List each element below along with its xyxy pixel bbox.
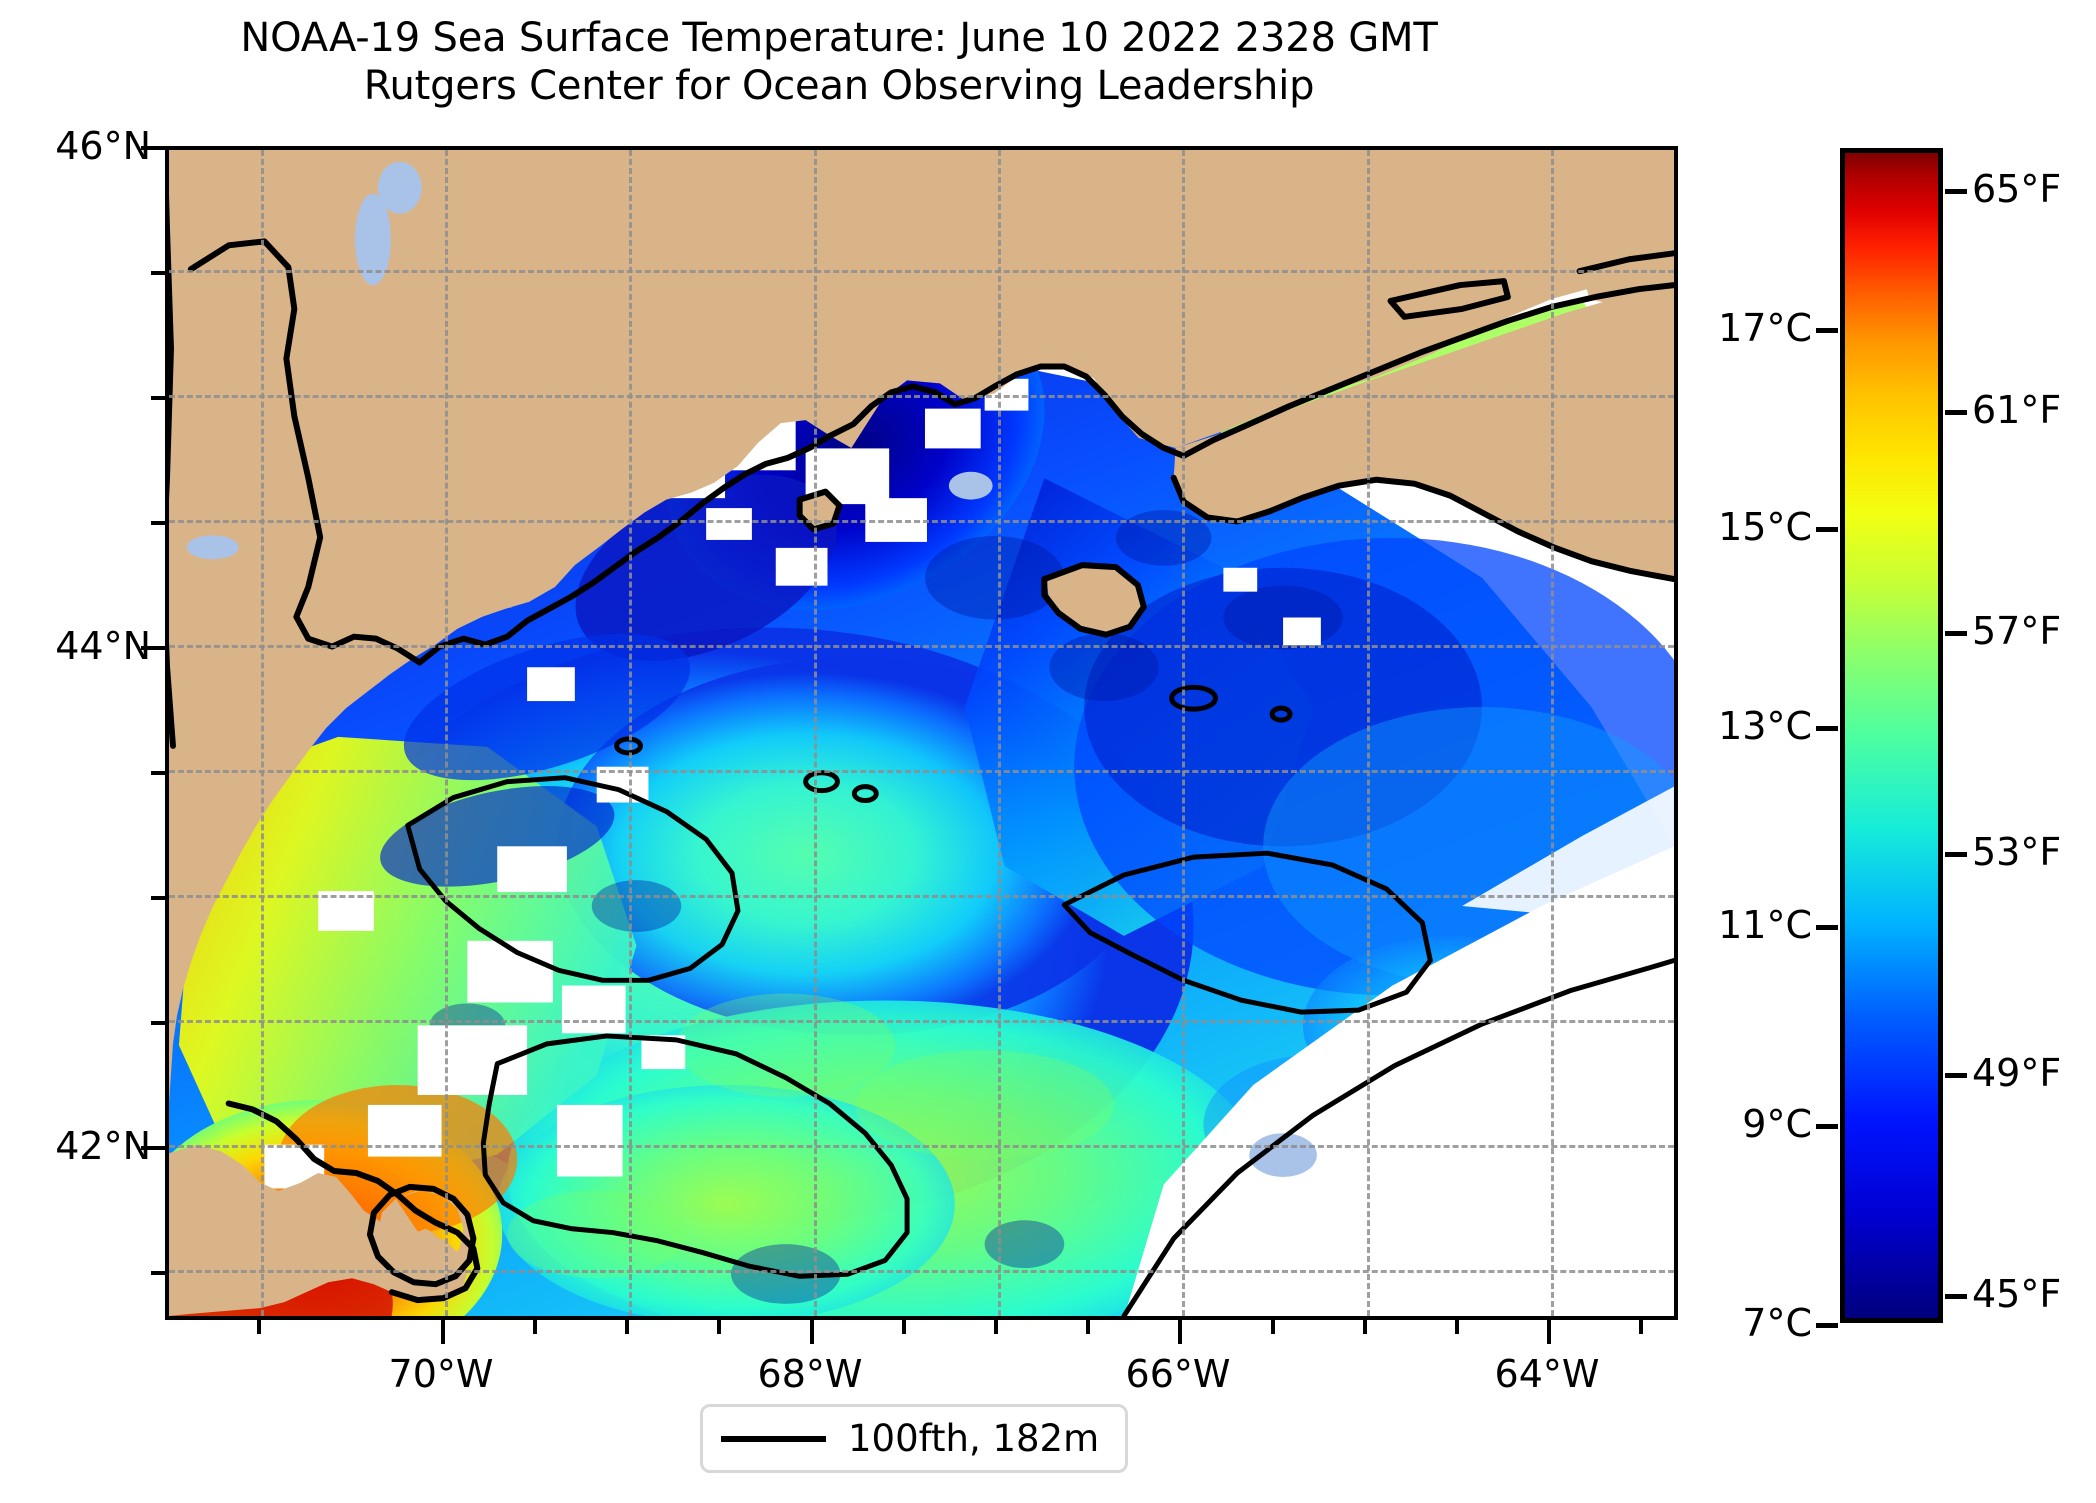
xtick-label-64W: 64°W [1494,1352,1600,1396]
land-mainland [169,150,1674,1104]
page-title: NOAA-19 Sea Surface Temperature: June 10… [0,14,1678,110]
map-clip [169,150,1674,1316]
xtick-68W [810,1320,814,1344]
cbtick-label-65F: 65°F [1972,167,2062,211]
cbtick-11C [1816,925,1838,930]
cbtick-7C [1816,1323,1838,1328]
gridline-v-64W [1551,150,1554,1316]
gridline-v-65W [1367,150,1370,1316]
lake-3 [186,535,239,560]
legend-line-swatch [721,1435,826,1442]
title-line-2: Rutgers Center for Ocean Observing Leade… [363,63,1315,109]
gridline-v-66W [1182,150,1185,1316]
bathymetry-100fth-contour [405,684,1674,1316]
land-pei [1392,281,1506,315]
gridline-h-42N [169,1145,1674,1148]
xtick-label-66W: 66°W [1125,1352,1231,1396]
ytick-46N [141,146,165,150]
cbtick-45F [1945,1294,1967,1299]
xtick-69W [625,1320,629,1334]
xtick-69.5W [533,1320,537,1334]
gridline-h-43.5N [169,770,1674,773]
gridline-h-44.5N [169,520,1674,523]
xtick-66.5W [1086,1320,1090,1334]
xtick-70W [441,1320,445,1344]
ytick-label-46N: 46°N [55,124,151,168]
gridline-h-44N [169,645,1674,648]
cbtick-57F [1945,631,1967,636]
cbtick-label-61F: 61°F [1972,388,2062,432]
ytick-label-44N: 44°N [55,624,151,668]
cbtick-label-13C: 13°C [1718,704,1812,748]
ytick-label-42N: 42°N [55,1124,151,1168]
ytick-44.5N [151,521,165,525]
cbtick-label-49F: 49°F [1972,1051,2062,1095]
cbtick-15C [1816,527,1838,532]
gridline-v-69W [629,150,632,1316]
cbtick-13C [1816,726,1838,731]
gridline-v-68W [814,150,817,1316]
land-grand-manan [801,493,838,528]
lake-1 [355,193,391,286]
xtick-64W [1547,1320,1551,1344]
ytick-42N [141,1146,165,1150]
gridline-h-45.5N [169,270,1674,273]
xtick-65.5W [1271,1320,1275,1334]
xtick-63.5W [1639,1320,1643,1334]
cbtick-label-15C: 15°C [1718,505,1812,549]
cbtick-61F [1945,410,1967,415]
bathymetry-legend[interactable]: 100fth, 182m [700,1404,1129,1473]
gridline-v-67W [998,150,1001,1316]
xtick-68.5W [717,1320,721,1334]
cbtick-label-17C: 17°C [1718,306,1812,350]
xtick-67.5W [902,1320,906,1334]
gridline-h-41.5N [169,1270,1674,1273]
ytick-43N [151,896,165,900]
lake-2 [377,161,422,214]
xtick-67W [994,1320,998,1334]
lake-4 [948,471,993,500]
xtick-66W [1178,1320,1182,1344]
gridline-h-42.5N [169,1020,1674,1023]
ytick-41.5N [151,1271,165,1275]
xtick-64.5W [1455,1320,1459,1334]
gridline-v-70W [445,150,448,1316]
legend-label: 100fth, 182m [848,1417,1100,1460]
ytick-45N [151,396,165,400]
gridline-h-43N [169,895,1674,898]
cbtick-label-7C: 7°C [1742,1301,1812,1345]
xtick-label-68W: 68°W [757,1352,863,1396]
ytick-42.5N [151,1021,165,1025]
sst-colorbar[interactable] [1840,148,1943,1323]
land-yarmouth [1046,565,1142,633]
land-cape-cod [377,1190,474,1279]
gridline-h-45N [169,395,1674,398]
gridline-v-70.5W [261,150,264,1316]
lake-5 [1249,1133,1317,1177]
xtick-label-70W: 70°W [388,1352,494,1396]
cbtick-49F [1945,1073,1967,1078]
ytick-45.5N [151,271,165,275]
cbtick-17C [1816,328,1838,333]
cbtick-label-11C: 11°C [1718,903,1812,947]
land-nova-scotia [1173,287,1674,578]
xtick-65W [1363,1320,1367,1334]
cbtick-65F [1945,189,1967,194]
sst-map-axes[interactable] [165,146,1678,1320]
cbtick-label-57F: 57°F [1972,609,2062,653]
title-line-1: NOAA-19 Sea Surface Temperature: June 10… [240,15,1438,61]
cbtick-53F [1945,852,1967,857]
cbtick-9C [1816,1124,1838,1129]
coastline-layer [169,150,1674,1316]
ytick-43.5N [151,771,165,775]
cbtick-label-45F: 45°F [1972,1272,2062,1316]
cbtick-label-53F: 53°F [1972,830,2062,874]
xtick-70.5W [257,1320,261,1334]
coastline-strokes [169,194,1674,1304]
ytick-44N [141,646,165,650]
cbtick-label-9C: 9°C [1742,1102,1812,1146]
